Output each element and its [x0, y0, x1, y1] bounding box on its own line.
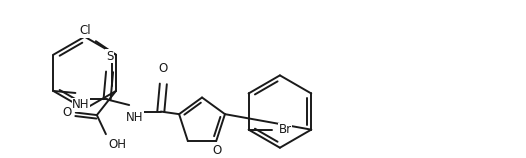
Text: Br: Br	[279, 123, 292, 136]
Text: S: S	[106, 50, 113, 63]
Text: NH: NH	[72, 98, 89, 112]
Text: O: O	[63, 106, 72, 119]
Text: Cl: Cl	[79, 24, 91, 37]
Text: NH: NH	[126, 111, 144, 124]
Text: O: O	[159, 62, 168, 75]
Text: O: O	[213, 144, 222, 157]
Text: OH: OH	[108, 138, 126, 151]
